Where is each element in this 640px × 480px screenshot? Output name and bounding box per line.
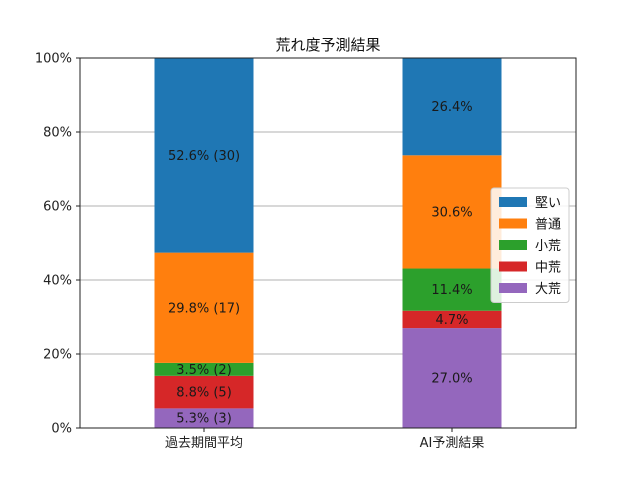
y-tick-label: 20% [43, 348, 72, 363]
bar-segment [402, 57, 502, 156]
y-tick-label: 60% [43, 200, 72, 215]
legend-swatch [499, 197, 527, 207]
legend-label: 堅い [535, 196, 561, 211]
plot-frame [79, 57, 577, 429]
legend-swatch [499, 283, 527, 293]
y-tick-label: 80% [43, 126, 72, 141]
axes: 0% 20% 40% 60% 80% 100% 過去期間平均 AI予測結果 [35, 52, 485, 452]
bar-segment [402, 268, 502, 311]
bar-segment [154, 375, 254, 409]
bar-segment [154, 408, 254, 428]
data-label: 27.0% [431, 372, 472, 387]
data-label: 3.5% (2) [176, 363, 232, 378]
data-label: 8.8% (5) [176, 386, 232, 401]
bar-segment [154, 362, 254, 376]
bar-labels: 5.3% (3) 8.8% (5) 3.5% (2) 29.8% (17) 52.6% … [168, 100, 473, 427]
data-label: 5.3% (3) [176, 412, 232, 427]
legend-label: 小荒 [535, 239, 561, 254]
bar-segment [402, 310, 502, 329]
bars [154, 57, 502, 428]
data-label: 29.8% (17) [168, 301, 240, 316]
legend-swatch [499, 240, 527, 250]
chart-title: 荒れ度予測結果 [275, 36, 380, 54]
data-label: 30.6% [431, 205, 472, 220]
y-tick-label: 100% [35, 52, 72, 67]
legend-label: 中荒 [535, 261, 561, 276]
bar-segment [154, 252, 254, 363]
legend-label: 大荒 [535, 282, 561, 297]
x-tick-label: 過去期間平均 [165, 436, 243, 451]
y-tick-label: 0% [51, 422, 72, 437]
x-tick-label: AI予測結果 [420, 436, 485, 451]
legend-swatch [499, 261, 527, 272]
bar-segment [402, 328, 502, 428]
data-label: 11.4% [431, 283, 472, 298]
legend-swatch [499, 218, 527, 229]
bar-segment [154, 58, 254, 253]
data-label: 4.7% [435, 313, 468, 328]
data-label: 52.6% (30) [168, 149, 240, 164]
y-tick-label: 40% [43, 274, 72, 289]
bar-segment [402, 155, 502, 269]
legend-box [490, 187, 570, 303]
legend-label: 普通 [535, 218, 561, 233]
data-label: 26.4% [431, 100, 472, 115]
